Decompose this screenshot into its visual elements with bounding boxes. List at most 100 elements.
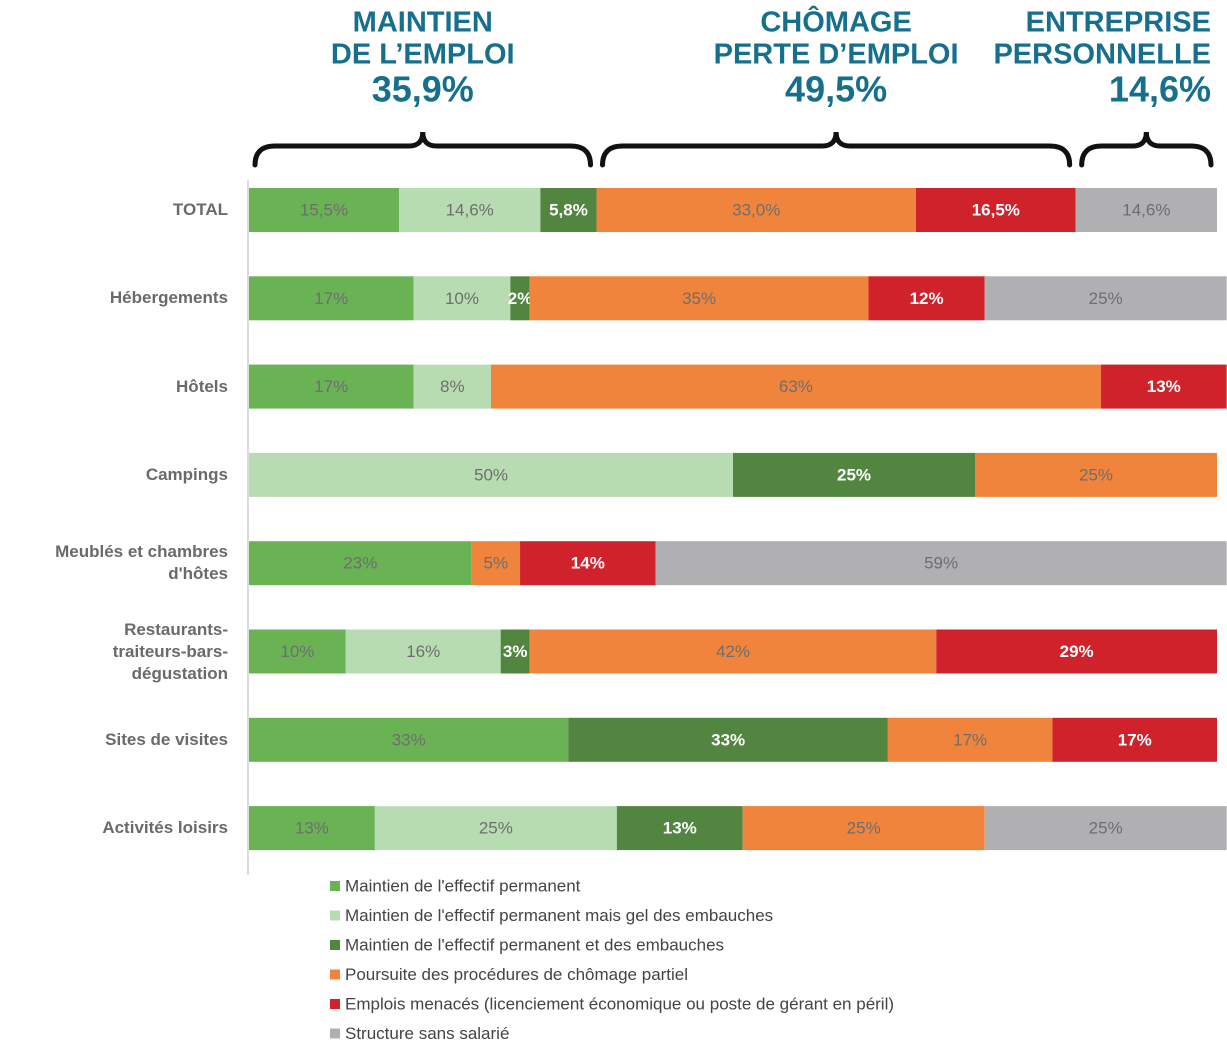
bar-segment (520, 541, 656, 586)
bar-segment (249, 806, 375, 851)
annotation-label: CHÔMAGE (760, 5, 911, 39)
data-label: 12% (910, 289, 944, 308)
data-label: 8% (440, 377, 465, 396)
data-label: 63% (779, 377, 813, 396)
data-label: 35% (682, 289, 716, 308)
data-label: 13% (295, 819, 329, 838)
legend-swatch (330, 969, 340, 980)
data-label: 16% (406, 642, 440, 661)
annotation-label: PERTE D’EMPLOI (714, 39, 959, 71)
bar-segment (345, 629, 501, 674)
annotation-label: MAINTIEN (353, 7, 493, 39)
category-label: Hôtels (4, 376, 228, 398)
bar-segment (249, 276, 414, 321)
bar-segment (374, 806, 617, 851)
category-label: Activités loisirs (4, 817, 228, 839)
legend-label: Maintien de l'effectif permanent et des … (345, 935, 724, 954)
legend-swatch (330, 1028, 340, 1039)
data-label: 50% (474, 465, 508, 484)
data-label: 29% (1060, 642, 1094, 661)
data-label: 13% (663, 819, 697, 838)
bracket (252, 131, 594, 168)
data-label: 16,5% (972, 200, 1020, 219)
category-label: Hébergements (4, 287, 228, 309)
category-text: Meublés et chambres d'hôtes (55, 542, 228, 584)
bar-segment (887, 717, 1053, 762)
category-label: Meublés et chambres d'hôtes (4, 541, 228, 585)
bar-segment (540, 188, 597, 232)
data-label: 25% (847, 819, 881, 838)
category-text: Sites de visites (105, 729, 228, 749)
annotation-value: 14,6% (1109, 69, 1211, 110)
bar-segment (984, 806, 1227, 851)
annotation-value: 35,9% (372, 69, 474, 110)
data-label: 13% (1147, 377, 1181, 396)
bar-segment (510, 276, 530, 321)
category-text: Hôtels (176, 376, 228, 396)
legend-swatch (330, 910, 340, 921)
data-label: 23% (343, 554, 377, 573)
data-label: 15,5% (300, 200, 348, 219)
bar-segment (975, 452, 1217, 497)
legend-swatch (330, 999, 340, 1009)
data-label: 5% (484, 554, 509, 573)
bar-segment (1100, 364, 1227, 409)
data-label: 33,0% (732, 200, 780, 219)
legend-label: Maintien de l'effectif permanent mais ge… (345, 906, 773, 925)
bar-segment (616, 806, 743, 851)
bar-segment (249, 188, 400, 232)
data-label: 3% (503, 642, 528, 661)
category-label: TOTAL (4, 199, 228, 221)
data-label: 25% (1089, 819, 1123, 838)
data-label: 25% (837, 465, 871, 484)
bar-segment (1052, 717, 1217, 762)
category-text: Campings (145, 464, 228, 484)
data-label: 17% (1118, 730, 1152, 749)
bar-segment (471, 541, 521, 586)
bar-segment (936, 629, 1217, 674)
bracket (600, 131, 1073, 168)
data-label: 25% (1079, 465, 1113, 484)
data-label: 17% (314, 289, 348, 308)
annotation-label: DE L’EMPLOI (331, 39, 515, 71)
bar-segment (249, 364, 414, 409)
category-text: TOTAL (172, 200, 228, 219)
category-text: Hébergements (109, 288, 228, 308)
annotation-value: 49,5% (785, 69, 887, 110)
bar-segment (529, 629, 937, 674)
data-label: 25% (1089, 289, 1123, 308)
data-label: 33% (711, 730, 745, 749)
annotation-label: ENTREPRISE (1026, 7, 1211, 39)
category-text: Activités loisirs (102, 818, 228, 838)
data-label: 25% (479, 819, 513, 838)
bar-segment (733, 452, 975, 497)
data-label: 59% (924, 554, 958, 573)
data-label: 17% (953, 730, 987, 749)
data-label: 5,8% (549, 200, 588, 219)
data-label: 42% (716, 642, 750, 661)
legend-swatch (330, 940, 340, 950)
bar-segment (399, 188, 541, 232)
legend-label: Structure sans salarié (345, 1024, 509, 1043)
data-label: 2% (508, 289, 533, 308)
data-label: 10% (280, 642, 314, 661)
bar-segment (596, 188, 916, 232)
bar-segment (413, 276, 511, 321)
bar-segment (500, 629, 530, 674)
data-label: 17% (314, 377, 348, 396)
legend-swatch (330, 881, 340, 891)
bar-segment (529, 276, 869, 321)
bar-segment (249, 452, 733, 497)
bar-segment (413, 364, 491, 409)
data-label: 14,6% (1122, 200, 1170, 219)
category-text: Restaurants-traiteurs-bars-dégustation (112, 619, 228, 683)
legend-label: Poursuite des procédures de chômage part… (345, 965, 688, 984)
annotation-label: PERSONNELLE (993, 39, 1211, 71)
bar-segment (984, 276, 1227, 321)
bar-segment (868, 276, 985, 321)
data-label: 14,6% (446, 200, 494, 219)
data-label: 33% (392, 730, 426, 749)
bar-segment (491, 364, 1101, 409)
